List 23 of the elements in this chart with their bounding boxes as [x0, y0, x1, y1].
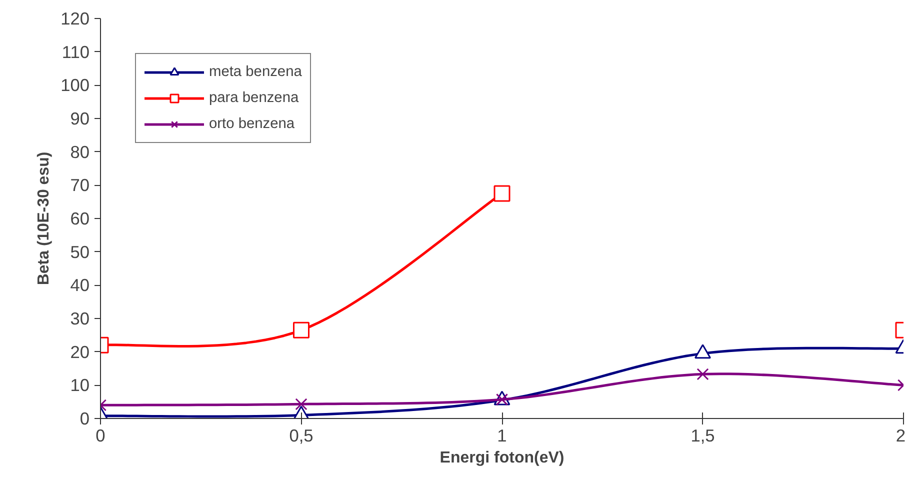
x-tick-label: 2 [896, 426, 905, 446]
y-tick-label: 120 [60, 8, 90, 28]
x-tick-label: 1,5 [690, 426, 715, 446]
y-tick-label: 20 [70, 342, 90, 362]
y-tick-label: 90 [70, 108, 90, 128]
y-tick-label: 0 [80, 408, 90, 428]
y-tick-label: 100 [60, 75, 90, 96]
y-tick-label: 70 [70, 175, 90, 196]
x-tick-label: 1 [497, 426, 507, 446]
x-tick-label: 0,5 [289, 426, 314, 446]
legend-label: orto benzena [209, 116, 295, 132]
y-tick-label: 10 [70, 375, 90, 396]
y-axis-title: Beta (10E-30 esu) [36, 152, 53, 286]
y-tick-label: 50 [70, 242, 90, 262]
y-tick-label: 110 [62, 42, 90, 62]
x-axis-title: Energi foton(eV) [440, 450, 564, 466]
legend-label: para benzena [209, 90, 299, 106]
y-tick-label: 40 [70, 275, 90, 296]
y-tick-label: 60 [70, 208, 90, 228]
y-tick-label: 80 [70, 142, 90, 162]
legend-label: meta benzena [209, 64, 302, 80]
x-tick-label: 0 [96, 426, 106, 446]
y-tick-label: 30 [70, 308, 90, 328]
